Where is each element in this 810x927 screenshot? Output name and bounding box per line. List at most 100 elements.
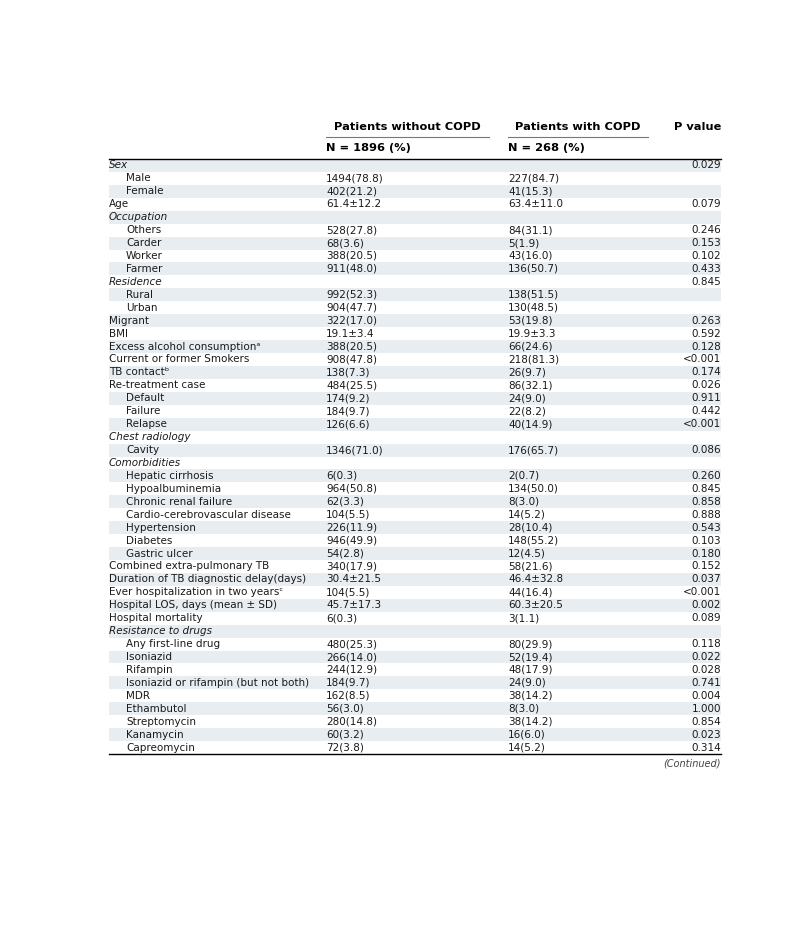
Text: 80(29.9): 80(29.9) (508, 639, 552, 649)
Text: 3(1.1): 3(1.1) (508, 613, 539, 623)
Bar (109, 340, 721, 353)
Text: Any first-line drug: Any first-line drug (126, 639, 220, 649)
Text: 19.1±3.4: 19.1±3.4 (326, 328, 374, 338)
Bar (109, 444, 721, 456)
Text: 0.029: 0.029 (692, 160, 721, 171)
Text: Excess alcohol consumptionᵃ: Excess alcohol consumptionᵃ (109, 341, 260, 351)
Text: 45.7±17.3: 45.7±17.3 (326, 601, 382, 610)
Text: 26(9.7): 26(9.7) (508, 367, 546, 377)
Bar (109, 729, 721, 741)
Text: 0.103: 0.103 (692, 536, 721, 546)
Text: Kanamycin: Kanamycin (126, 730, 184, 740)
Text: 62(3.3): 62(3.3) (326, 497, 364, 507)
Bar (109, 431, 721, 444)
Bar (109, 651, 721, 664)
Text: 0.543: 0.543 (692, 523, 721, 533)
Bar (109, 521, 721, 534)
Text: 1494(78.8): 1494(78.8) (326, 173, 384, 184)
Text: <0.001: <0.001 (683, 588, 721, 597)
Text: Chest radiology: Chest radiology (109, 432, 190, 442)
Bar (109, 456, 721, 469)
Text: 54(2.8): 54(2.8) (326, 549, 364, 559)
Bar (109, 677, 721, 690)
Text: 0.741: 0.741 (692, 678, 721, 688)
Text: 5(1.9): 5(1.9) (508, 238, 539, 248)
Text: 14(5.2): 14(5.2) (508, 743, 546, 753)
Bar (109, 716, 721, 729)
Text: 0.888: 0.888 (692, 510, 721, 520)
Text: 104(5.5): 104(5.5) (326, 510, 370, 520)
Bar (109, 547, 721, 560)
Text: 0.086: 0.086 (692, 445, 721, 455)
Text: 0.180: 0.180 (692, 549, 721, 559)
Text: 174(9.2): 174(9.2) (326, 393, 370, 403)
Bar (109, 469, 721, 482)
Bar (109, 405, 721, 418)
Text: 44(16.4): 44(16.4) (508, 588, 552, 597)
Text: 176(65.7): 176(65.7) (508, 445, 559, 455)
Bar (109, 184, 721, 197)
Text: 24(9.0): 24(9.0) (508, 393, 546, 403)
Text: 56(3.0): 56(3.0) (326, 704, 364, 714)
Text: 1346(71.0): 1346(71.0) (326, 445, 384, 455)
Text: Hepatic cirrhosis: Hepatic cirrhosis (126, 471, 214, 481)
Bar (109, 379, 721, 392)
Text: 0.089: 0.089 (692, 613, 721, 623)
Bar (109, 690, 721, 703)
Text: 0.854: 0.854 (692, 717, 721, 727)
Text: 72(3.8): 72(3.8) (326, 743, 364, 753)
Text: Relapse: Relapse (126, 419, 167, 429)
Bar (109, 314, 721, 327)
Text: 61.4±12.2: 61.4±12.2 (326, 199, 382, 210)
Text: 58(21.6): 58(21.6) (508, 562, 552, 571)
Text: 53(19.8): 53(19.8) (508, 316, 552, 325)
Text: 528(27.8): 528(27.8) (326, 225, 377, 235)
Text: 86(32.1): 86(32.1) (508, 380, 552, 390)
Bar (109, 664, 721, 677)
Bar (109, 275, 721, 288)
Text: Female: Female (126, 186, 164, 197)
Text: 0.004: 0.004 (692, 691, 721, 701)
Text: <0.001: <0.001 (683, 419, 721, 429)
Text: 134(50.0): 134(50.0) (508, 484, 559, 494)
Text: 126(6.6): 126(6.6) (326, 419, 370, 429)
Text: Current or former Smokers: Current or former Smokers (109, 354, 249, 364)
Bar (109, 327, 721, 340)
Text: Residence: Residence (109, 277, 163, 286)
Text: 0.433: 0.433 (692, 264, 721, 274)
Text: P value: P value (674, 122, 721, 133)
Text: Capreomycin: Capreomycin (126, 743, 195, 753)
Text: 402(21.2): 402(21.2) (326, 186, 377, 197)
Text: 388(20.5): 388(20.5) (326, 251, 377, 261)
Bar (109, 573, 721, 586)
Text: 14(5.2): 14(5.2) (508, 510, 546, 520)
Text: Isoniazid or rifampin (but not both): Isoniazid or rifampin (but not both) (126, 678, 309, 688)
Text: 84(31.1): 84(31.1) (508, 225, 552, 235)
Text: Migrant: Migrant (109, 316, 149, 325)
Text: Carder: Carder (126, 238, 161, 248)
Bar (109, 586, 721, 599)
Text: 68(3.6): 68(3.6) (326, 238, 364, 248)
Text: Ethambutol: Ethambutol (126, 704, 186, 714)
Text: Hypertension: Hypertension (126, 523, 196, 533)
Text: Farmer: Farmer (126, 264, 163, 274)
Text: Failure: Failure (126, 406, 160, 416)
Bar (109, 703, 721, 716)
Text: 0.118: 0.118 (692, 639, 721, 649)
Text: Gastric ulcer: Gastric ulcer (126, 549, 193, 559)
Text: 30.4±21.5: 30.4±21.5 (326, 575, 381, 584)
Text: Sex: Sex (109, 160, 128, 171)
Text: Urban: Urban (126, 303, 158, 312)
Text: 22(8.2): 22(8.2) (508, 406, 546, 416)
Text: Hypoalbuminemia: Hypoalbuminemia (126, 484, 221, 494)
Text: Worker: Worker (126, 251, 163, 261)
Text: Others: Others (126, 225, 161, 235)
Text: 0.026: 0.026 (692, 380, 721, 390)
Text: 148(55.2): 148(55.2) (508, 536, 559, 546)
Text: Resistance to drugs: Resistance to drugs (109, 626, 212, 636)
Text: 244(12.9): 244(12.9) (326, 665, 377, 675)
Text: 52(19.4): 52(19.4) (508, 652, 552, 662)
Bar (109, 223, 721, 236)
Text: 162(8.5): 162(8.5) (326, 691, 370, 701)
Bar (109, 495, 721, 508)
